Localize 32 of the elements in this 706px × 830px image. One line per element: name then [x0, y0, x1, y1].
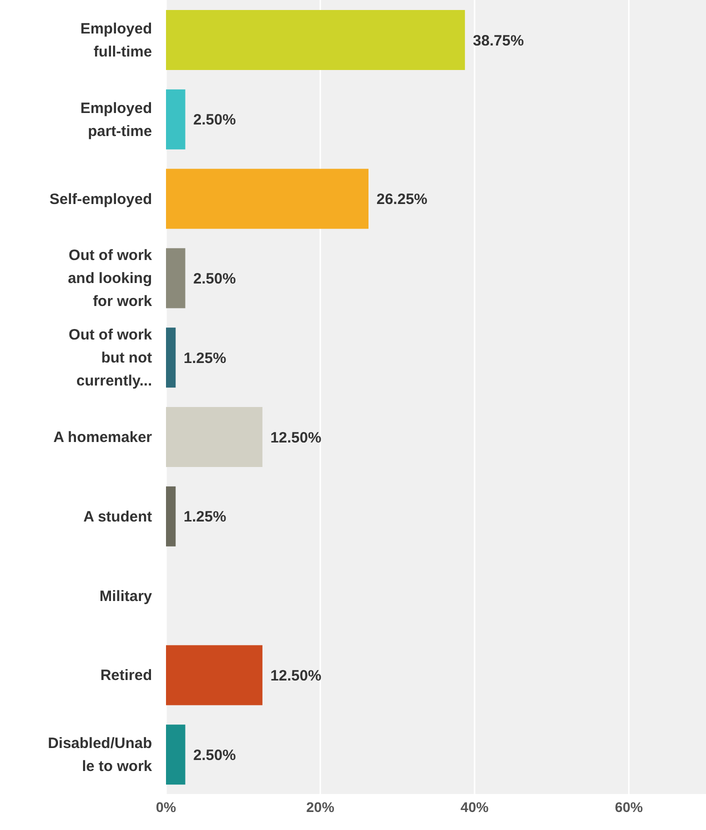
x-tick-label: 60% [614, 798, 644, 815]
bar [166, 645, 262, 706]
bar [166, 168, 368, 229]
y-tick-label: Retired [100, 667, 152, 684]
data-label: 26.25% [376, 191, 428, 208]
data-label: 38.75% [472, 32, 524, 50]
y-tick-label: A homemaker [53, 428, 152, 446]
bar [166, 89, 186, 150]
x-tick-label: 20% [306, 798, 335, 815]
data-label: 12.50% [270, 429, 322, 446]
y-tick-label: Out of work but not currently... [68, 326, 153, 390]
bar [166, 248, 186, 308]
data-label: 12.50% [270, 667, 322, 684]
y-tick-label: Military [99, 588, 153, 605]
data-label: 2.50% [193, 746, 236, 764]
bar [166, 486, 176, 546]
y-tick-label: Employed full-time [80, 20, 152, 60]
data-label: 2.50% [193, 112, 236, 129]
x-tick-label: 40% [460, 798, 490, 815]
data-label: 2.50% [193, 270, 236, 288]
y-tick-label: Employed part-time [80, 100, 152, 140]
y-tick-label: Disabled/Unable to work [48, 735, 153, 776]
bar [166, 10, 465, 70]
data-label: 1.25% [184, 350, 226, 367]
y-tick-label: Self-employed [49, 190, 152, 208]
y-tick-label: Out of work and looking for work [68, 247, 153, 310]
data-label: 1.25% [184, 508, 226, 526]
bar [166, 407, 262, 467]
bar [166, 724, 186, 785]
y-tick-label: A student [83, 508, 152, 526]
bar [166, 328, 176, 388]
x-tick-label: 0% [156, 798, 177, 815]
